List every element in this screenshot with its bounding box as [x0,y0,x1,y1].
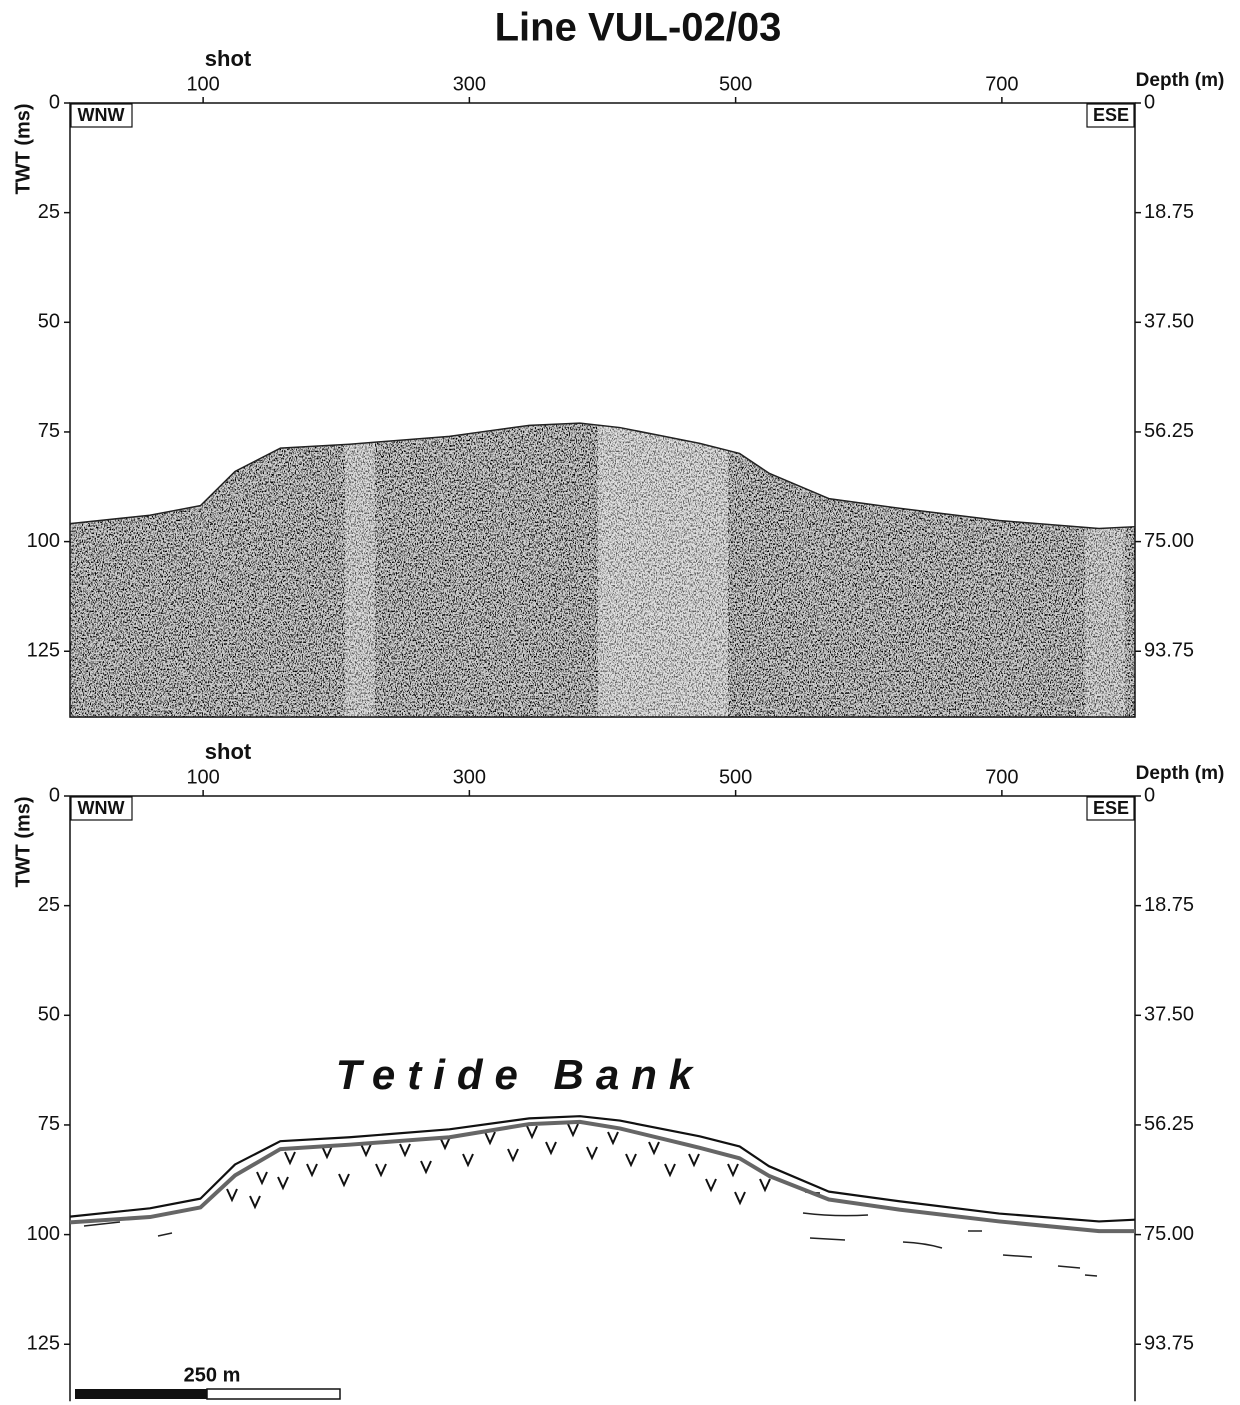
y2-tick-label: 56.25 [1144,420,1194,442]
x-tick-label: 700 [985,766,1018,788]
y2-axis-label: Depth (m) [1136,70,1225,91]
y-tick-label: 100 [27,1223,60,1245]
label-box [1086,796,1135,821]
y2-tick-label: 0 [1144,784,1155,806]
v-symbol [484,1131,496,1146]
right-label: ESE [1093,798,1129,818]
x-tick-label: 300 [453,73,486,95]
y-tick-label: 50 [38,311,60,333]
v-symbol [705,1178,717,1193]
v-symbol [256,1171,268,1186]
left-label: WNW [78,105,125,125]
y-tick-label: 25 [38,201,60,223]
v-symbol [462,1153,474,1168]
y-axis-label: TWT (ms) [12,796,34,887]
v-symbol [360,1143,372,1158]
y2-axis-label: Depth (m) [1136,763,1225,784]
horizon [69,1119,1135,1234]
x-axis-label: shot [205,46,252,71]
y-tick-label: 25 [38,894,60,916]
x-tick-label: 100 [186,766,219,788]
v-symbol [664,1163,676,1178]
y-tick-label: 50 [38,1004,60,1026]
x-tick-label: 300 [453,766,486,788]
x-tick-label: 500 [719,73,752,95]
v-symbol [586,1146,598,1161]
v-symbol [284,1151,296,1166]
v-symbol [507,1148,519,1163]
y2-tick-label: 93.75 [1144,640,1194,662]
right-label: ESE [1093,105,1129,125]
v-symbol [277,1176,289,1191]
x-tick-label: 500 [719,766,752,788]
y-tick-label: 75 [38,420,60,442]
x-axis-label: shot [205,739,252,764]
y2-tick-label: 93.75 [1144,1333,1194,1355]
v-symbol [249,1195,261,1210]
label-box [70,103,133,128]
y-tick-label: 75 [38,1113,60,1135]
label-box [70,796,133,821]
v-symbol [727,1163,739,1178]
v-symbol [567,1123,579,1138]
y-tick-label: 125 [27,640,60,662]
v-symbol [759,1178,771,1193]
v-symbol [607,1131,619,1146]
horizon [69,1115,1136,1223]
v-symbol [399,1143,411,1158]
y-tick-label: 0 [49,784,60,806]
annotation: Tetide Bank [336,1051,705,1098]
y2-tick-label: 75.00 [1144,1223,1194,1245]
volcanic-symbols [226,1123,771,1210]
seismic-image [70,423,1135,717]
seafloor [69,422,1136,530]
x-tick-label: 100 [186,73,219,95]
y2-tick-label: 18.75 [1144,894,1194,916]
scale-label: 250 m [184,1364,241,1386]
v-symbol [688,1153,700,1168]
y-axis-label: TWT (ms) [12,103,34,194]
left-label: WNW [78,798,125,818]
y2-tick-label: 56.25 [1144,1113,1194,1135]
v-symbol [734,1191,746,1206]
v-symbol [375,1163,387,1178]
v-symbol [226,1188,238,1203]
v-symbol [648,1141,660,1156]
y-tick-label: 125 [27,1333,60,1355]
v-symbol [338,1173,350,1188]
v-symbol [420,1160,432,1175]
v-symbol [321,1145,333,1160]
y2-tick-label: 37.50 [1144,1004,1194,1026]
y2-tick-label: 75.00 [1144,530,1194,552]
title: Line VUL-02/03 [495,6,782,50]
frame [69,102,1136,718]
scale-bar: 250 m [75,1364,341,1400]
x-tick-label: 700 [985,73,1018,95]
y-tick-label: 100 [27,530,60,552]
v-symbol [545,1141,557,1156]
y2-tick-label: 37.50 [1144,311,1194,333]
v-symbol [526,1125,538,1140]
y2-tick-label: 18.75 [1144,201,1194,223]
y2-tick-label: 0 [1144,91,1155,113]
v-symbol [306,1163,318,1178]
v-symbol [625,1153,637,1168]
v-symbol [439,1136,451,1151]
y-tick-label: 0 [49,91,60,113]
label-box [1086,103,1135,128]
reflectors [83,1191,1098,1277]
